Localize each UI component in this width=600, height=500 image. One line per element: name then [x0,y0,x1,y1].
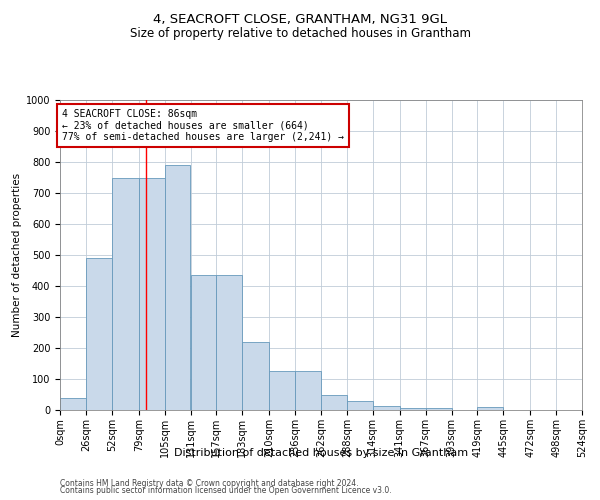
Bar [112,178,139,410]
Bar [373,406,400,410]
Bar [191,275,217,410]
Bar [86,258,112,410]
Text: 4 SEACROFT CLOSE: 86sqm
← 23% of detached houses are smaller (664)
77% of semi-d: 4 SEACROFT CLOSE: 86sqm ← 23% of detache… [62,110,344,142]
Bar [269,371,295,410]
Bar [478,407,503,410]
Bar [217,275,242,410]
Text: Contains public sector information licensed under the Open Government Licence v3: Contains public sector information licen… [60,486,392,495]
Y-axis label: Number of detached properties: Number of detached properties [11,173,22,337]
Bar [242,342,269,410]
Text: Size of property relative to detached houses in Grantham: Size of property relative to detached ho… [130,28,470,40]
Bar [164,165,190,410]
Bar [321,394,347,410]
Bar [400,408,425,410]
Bar [347,402,373,410]
Bar [425,408,452,410]
Text: Distribution of detached houses by size in Grantham: Distribution of detached houses by size … [174,448,468,458]
Text: 4, SEACROFT CLOSE, GRANTHAM, NG31 9GL: 4, SEACROFT CLOSE, GRANTHAM, NG31 9GL [153,12,447,26]
Bar [60,398,86,410]
Bar [295,371,321,410]
Bar [139,178,164,410]
Text: Contains HM Land Registry data © Crown copyright and database right 2024.: Contains HM Land Registry data © Crown c… [60,478,359,488]
